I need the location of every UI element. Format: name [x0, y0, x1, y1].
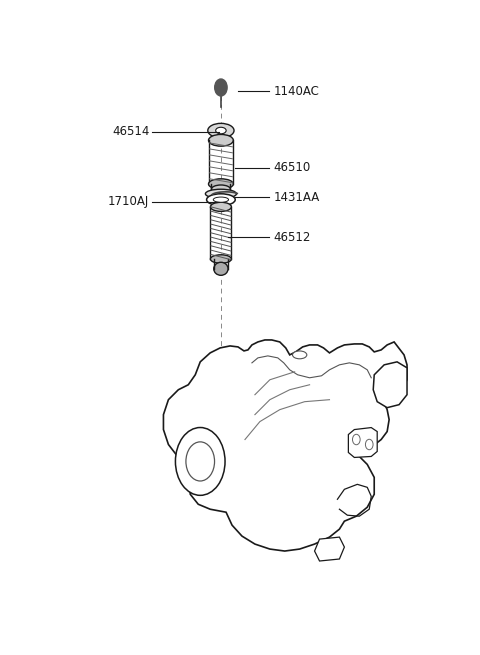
Text: 46514: 46514	[112, 125, 149, 138]
Ellipse shape	[210, 255, 231, 263]
Ellipse shape	[208, 123, 234, 138]
Text: 46510: 46510	[274, 161, 311, 174]
Ellipse shape	[214, 262, 228, 275]
Ellipse shape	[205, 189, 237, 198]
Ellipse shape	[216, 127, 226, 134]
Polygon shape	[314, 537, 344, 561]
Ellipse shape	[208, 134, 233, 146]
Ellipse shape	[208, 179, 233, 189]
Text: 46512: 46512	[274, 231, 311, 244]
Circle shape	[215, 79, 227, 96]
Ellipse shape	[211, 185, 230, 193]
Polygon shape	[164, 340, 407, 551]
Circle shape	[352, 434, 360, 445]
Polygon shape	[348, 428, 377, 457]
Circle shape	[175, 428, 225, 495]
Ellipse shape	[292, 351, 307, 359]
Text: 1710AJ: 1710AJ	[108, 195, 149, 208]
Ellipse shape	[213, 197, 228, 202]
Circle shape	[365, 440, 373, 450]
Ellipse shape	[206, 194, 235, 206]
Polygon shape	[373, 362, 407, 407]
Text: 1431AA: 1431AA	[274, 191, 320, 204]
Ellipse shape	[210, 202, 231, 212]
Circle shape	[186, 442, 215, 481]
Text: 1140AC: 1140AC	[274, 85, 319, 98]
